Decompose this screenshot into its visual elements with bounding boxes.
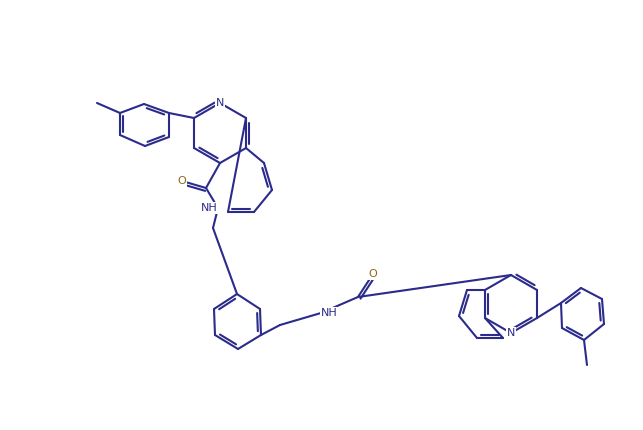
Text: O: O (368, 269, 377, 279)
Text: N: N (216, 98, 224, 108)
Text: O: O (177, 176, 186, 186)
Text: NH: NH (321, 308, 338, 318)
Text: NH: NH (201, 203, 218, 213)
Text: N: N (507, 328, 515, 338)
